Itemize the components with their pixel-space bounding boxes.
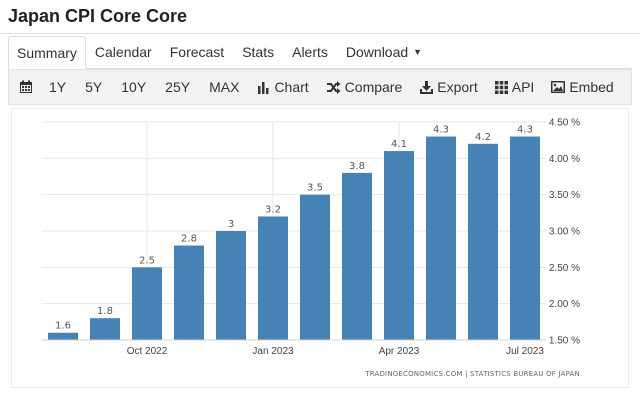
bar (132, 267, 162, 340)
chart-toolbar: 1Y 5Y 10Y 25Y MAX Chart Compare Export A… (8, 69, 632, 105)
tab-forecast[interactable]: Forecast (169, 44, 225, 60)
tab-bar: Summary Calendar Forecast Stats Alerts D… (8, 36, 632, 69)
bar-value-label: 1.6 (55, 321, 71, 332)
tab-download-label: Download (345, 44, 409, 60)
bar (174, 245, 204, 340)
chart-type-button[interactable]: Chart (257, 79, 309, 95)
export-button[interactable]: Export (420, 79, 478, 95)
tab-summary[interactable]: Summary (8, 36, 86, 69)
bar-value-label: 1.8 (97, 306, 113, 317)
bar (300, 194, 330, 340)
bar-value-label: 4.3 (517, 125, 533, 136)
x-tick-label: Oct 2022 (127, 346, 168, 357)
bar-chart: 1.50 % 2.00 % 2.50 % 3.00 % 3.50 % 4.00 % 4.50… (42, 118, 580, 378)
bar-value-label: 2.8 (181, 234, 197, 245)
bar (468, 143, 498, 340)
tab-calendar[interactable]: Calendar (94, 44, 152, 60)
bar-value-label: 3.2 (265, 204, 281, 215)
compare-label: Compare (344, 79, 403, 95)
y-tick-label: 2.00 % (549, 299, 580, 310)
y-tick-label: 1.50 % (549, 336, 580, 347)
compare-button[interactable]: Compare (326, 79, 403, 95)
embed-button[interactable]: Embed (551, 79, 614, 95)
bar-value-label: 4.1 (391, 139, 407, 150)
calendar-icon (20, 80, 32, 93)
grid-icon (494, 80, 508, 94)
shuffle-icon (326, 80, 341, 94)
bar-value-label: 2.5 (139, 255, 155, 266)
range-10y-button[interactable]: 10Y (121, 79, 147, 95)
range-5y-button[interactable]: 5Y (85, 79, 103, 95)
bar-value-label: 4.2 (475, 132, 491, 143)
bar (258, 216, 288, 340)
range-1y-button[interactable]: 1Y (49, 79, 67, 95)
bar-value-label: 4.3 (433, 125, 449, 136)
chart-type-label: Chart (274, 79, 309, 95)
title-divider (0, 33, 640, 34)
chart-source-credit: TRADINGECONOMICS.COM | STATISTICS BUREAU… (364, 370, 580, 378)
y-tick-label: 3.50 % (549, 190, 580, 201)
export-label: Export (437, 79, 478, 95)
bar-value-label: 3 (228, 219, 234, 230)
api-label: API (511, 79, 535, 95)
bar (342, 172, 372, 340)
bar-value-label: 3.5 (307, 183, 323, 194)
bar (90, 318, 120, 340)
bar (510, 136, 540, 340)
x-tick-label: Jan 2023 (252, 346, 294, 357)
embed-label: Embed (569, 79, 614, 95)
range-25y-button[interactable]: 25Y (165, 79, 191, 95)
bar-value-label: 3.8 (349, 161, 365, 172)
tab-download[interactable]: Download ▼ (337, 36, 431, 68)
y-tick-label: 4.50 % (549, 118, 580, 129)
tab-alerts[interactable]: Alerts (292, 44, 328, 60)
range-max-button[interactable]: MAX (209, 79, 240, 95)
y-tick-label: 4.00 % (549, 154, 580, 165)
bar (216, 231, 246, 340)
bar (426, 136, 456, 340)
caret-down-icon: ▼ (413, 47, 423, 57)
y-tick-label: 2.50 % (549, 263, 580, 274)
bar (384, 151, 414, 340)
calendar-button[interactable] (19, 80, 33, 94)
x-tick-label: Jul 2023 (506, 346, 544, 357)
image-icon (551, 81, 566, 93)
y-tick-label: 3.00 % (549, 227, 580, 238)
bar (48, 332, 78, 340)
x-tick-label: Apr 2023 (379, 346, 420, 357)
tab-stats[interactable]: Stats (242, 44, 275, 60)
api-button[interactable]: API (494, 79, 535, 95)
page-title: Japan CPI Core Core (8, 6, 188, 26)
bar-chart-icon (257, 81, 270, 94)
download-icon (420, 80, 434, 94)
chart-panel: 1.50 % 2.00 % 2.50 % 3.00 % 3.50 % 4.00 % 4.50… (11, 108, 629, 388)
